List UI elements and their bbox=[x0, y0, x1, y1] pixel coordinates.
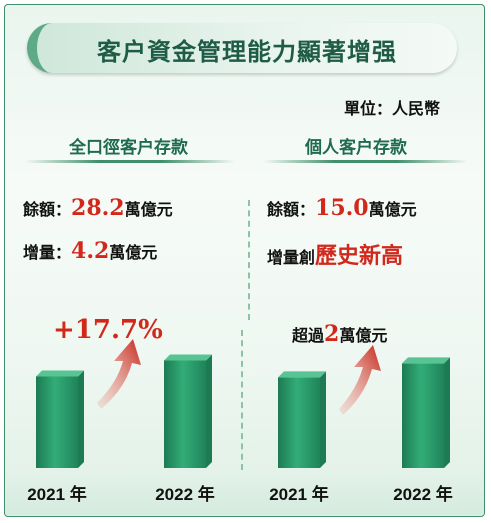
right-increase-highlight: 歷史新高 bbox=[315, 243, 404, 269]
left-bar-2021 bbox=[36, 370, 84, 468]
right-bar-2022 bbox=[402, 357, 450, 468]
bar-charts: 2021 年 2022 年 2021 年 2022 年 bbox=[27, 339, 453, 504]
left-increase-unit: 萬億元 bbox=[109, 243, 158, 262]
right-bar-2021 bbox=[278, 371, 326, 468]
chart-ground bbox=[5, 475, 484, 515]
left-increase-value: 4.2 bbox=[71, 238, 110, 264]
left-balance-label: 餘額： bbox=[23, 200, 72, 219]
left-balance-unit: 萬億元 bbox=[124, 200, 173, 219]
right-note-unit: 萬億元 bbox=[339, 326, 388, 345]
right-increase-label: 增量創 bbox=[267, 248, 316, 267]
left-increase-row: 增量：4.2萬億元 bbox=[23, 238, 157, 264]
right-title-underline bbox=[263, 160, 468, 163]
right-increase-row: 增量創歷史新高 bbox=[267, 238, 403, 270]
left-year-2021: 2021 年 bbox=[27, 484, 87, 504]
right-increase-note: 超過2萬億元 bbox=[292, 321, 387, 347]
left-growth-rate: +17.7% bbox=[53, 315, 163, 345]
unit-label: 單位：人民幣 bbox=[343, 99, 440, 118]
title-banner: 客户資金管理能力顯著增强 bbox=[27, 23, 457, 73]
section-divider-top bbox=[248, 200, 250, 320]
right-balance-label: 餘額： bbox=[267, 200, 316, 219]
right-balance-value: 15.0 bbox=[315, 195, 369, 221]
left-title-underline bbox=[25, 160, 235, 163]
page-title: 客户資金管理能力顯著增强 bbox=[97, 38, 397, 66]
right-balance-row: 餘額：15.0萬億元 bbox=[267, 195, 417, 221]
right-growth-arrow bbox=[339, 345, 381, 415]
right-year-2021: 2021 年 bbox=[269, 484, 329, 504]
section-divider-bottom bbox=[241, 330, 243, 470]
right-note-value: 2 bbox=[324, 321, 340, 347]
left-balance-value: 28.2 bbox=[71, 195, 125, 221]
left-section-title: 全口徑客户存款 bbox=[69, 138, 188, 158]
left-balance-row: 餘額：28.2萬億元 bbox=[23, 195, 173, 221]
left-growth-arrow bbox=[97, 339, 141, 409]
right-section-title: 個人客户存款 bbox=[305, 138, 407, 158]
left-year-2022: 2022 年 bbox=[155, 484, 215, 504]
right-year-2022: 2022 年 bbox=[393, 484, 453, 504]
right-note-prefix: 超過 bbox=[292, 326, 325, 345]
right-balance-unit: 萬億元 bbox=[368, 200, 417, 219]
left-increase-label: 增量： bbox=[23, 243, 72, 262]
infographic-frame: 客户資金管理能力顯著增强 單位：人民幣 全口徑客户存款 餘額：28.2萬億元 增… bbox=[4, 4, 485, 517]
left-bar-2022 bbox=[164, 354, 212, 468]
